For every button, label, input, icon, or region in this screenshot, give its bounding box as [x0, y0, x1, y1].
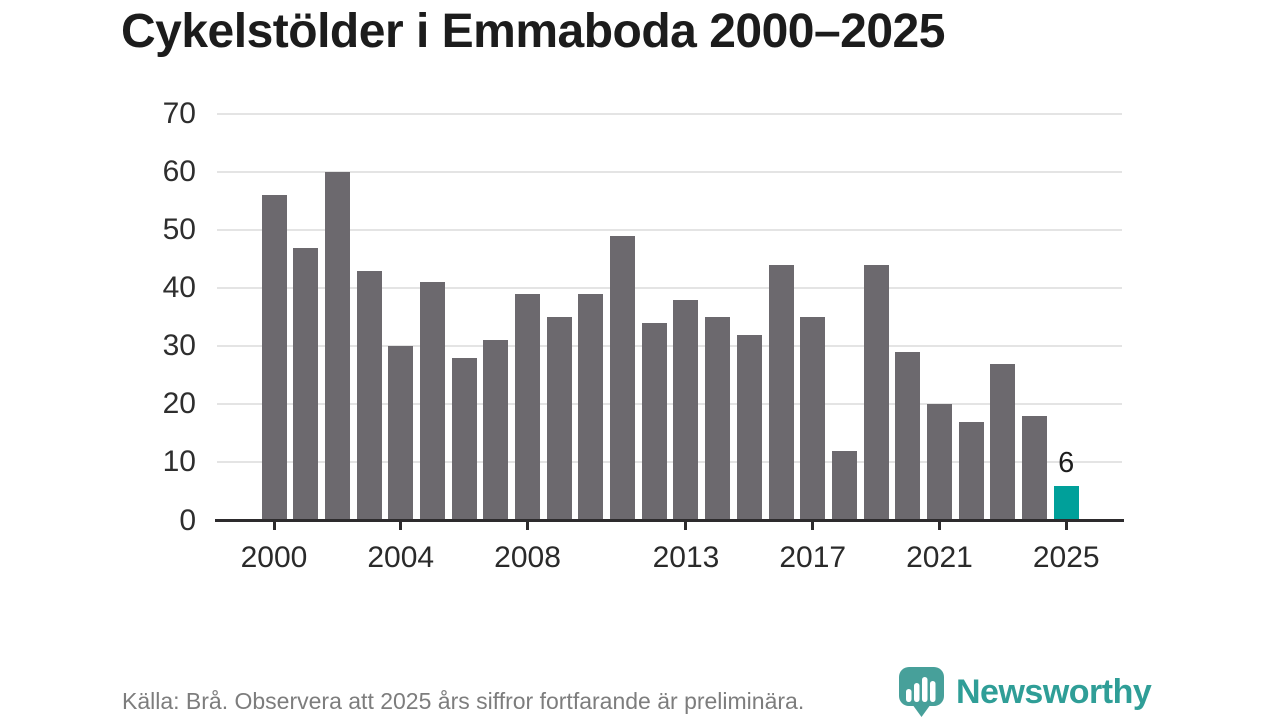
bar-2006 — [451, 357, 477, 521]
x-axis-tick — [526, 521, 530, 530]
bar-2021 — [926, 404, 952, 521]
bar-2016 — [768, 264, 794, 521]
x-axis-tick-label: 2025 — [1032, 541, 1100, 574]
y-axis-tick-label: 0 — [179, 503, 196, 537]
bar-2001 — [293, 247, 319, 521]
gridline — [217, 403, 1122, 406]
bar-2007 — [483, 340, 509, 521]
x-axis-tick-label: 2017 — [779, 541, 847, 574]
gridline — [217, 287, 1122, 290]
bar-2018 — [831, 450, 857, 521]
bar-2012 — [641, 323, 667, 521]
bar-2024 — [1022, 415, 1048, 521]
bar-2019 — [863, 264, 889, 521]
bar-2000 — [261, 195, 287, 521]
x-axis-tick-label: 2021 — [906, 541, 973, 574]
y-axis-tick-label: 70 — [162, 97, 196, 130]
y-axis-tick-label: 50 — [162, 213, 196, 247]
x-axis-tick — [272, 521, 276, 530]
bar-2023 — [990, 363, 1016, 521]
y-axis-tick-label: 30 — [162, 329, 196, 363]
bar-2011 — [610, 235, 636, 521]
gridline — [217, 113, 1122, 115]
y-axis-tick-label: 40 — [162, 271, 196, 305]
bar-2004 — [388, 346, 414, 521]
bar-value-label: 6 — [1058, 446, 1075, 479]
bar-2003 — [356, 270, 382, 521]
x-axis-tick-label: 2000 — [240, 541, 308, 574]
x-axis-tick — [811, 521, 815, 530]
x-axis-line — [215, 518, 1124, 522]
chart-title: Cykelstölder i Emmaboda 2000–2025 — [121, 5, 945, 58]
source-note: Källa: Brå. Observera att 2025 års siffr… — [122, 688, 805, 714]
bar-2008 — [515, 294, 541, 521]
x-axis-tick — [399, 521, 403, 530]
bar-chart-speech-bubble-icon — [899, 667, 944, 717]
bar-2015 — [736, 334, 762, 521]
bar-2022 — [958, 421, 984, 521]
bar-2009 — [546, 317, 572, 521]
newsworthy-logo-text: Newsworthy — [956, 673, 1152, 711]
bar-2013 — [673, 299, 699, 521]
newsworthy-logo: Newsworthy — [898, 666, 1152, 717]
gridline — [217, 171, 1122, 174]
bar-2005 — [419, 282, 445, 521]
x-axis-tick-label: 2004 — [367, 541, 435, 574]
gridline — [217, 461, 1122, 464]
bar-2017 — [800, 317, 826, 521]
x-axis-tick — [937, 521, 941, 530]
x-axis-tick — [684, 521, 688, 530]
bar-2010 — [578, 294, 604, 521]
x-axis-tick — [1064, 521, 1068, 530]
bar-2014 — [705, 317, 731, 521]
gridline — [217, 345, 1122, 348]
y-axis-tick-label: 10 — [162, 445, 196, 479]
bar-2002 — [324, 172, 350, 521]
x-axis-tick-label: 2013 — [652, 541, 720, 574]
y-axis-tick-label: 20 — [162, 387, 196, 421]
bar-2025 — [1053, 485, 1079, 521]
x-axis-tick-label: 2008 — [494, 541, 561, 574]
y-axis-tick-label: 60 — [162, 155, 196, 189]
bar-2020 — [895, 352, 921, 521]
gridline — [217, 229, 1122, 232]
